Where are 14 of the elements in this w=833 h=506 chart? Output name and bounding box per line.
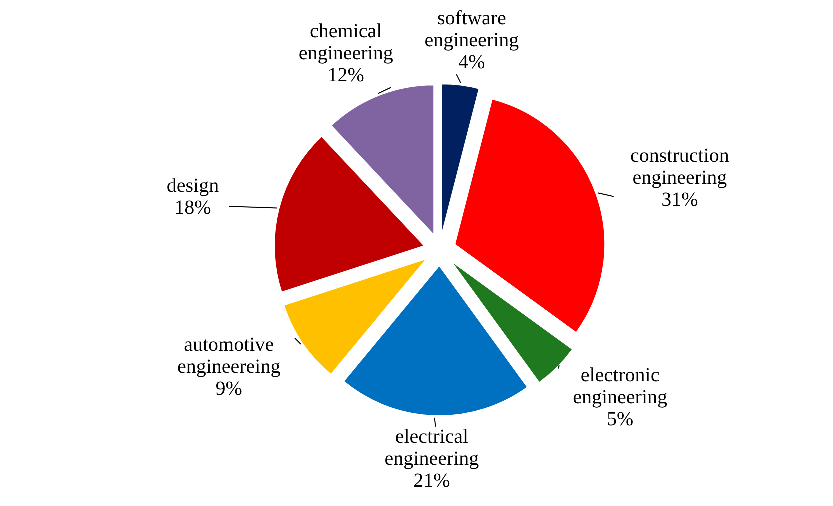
data-label: 12% <box>328 64 364 87</box>
data-label: 18% <box>174 196 212 219</box>
slice-label: electronic engineering <box>573 364 668 408</box>
slice-label: construction engineering <box>630 144 730 189</box>
data-label: 21% <box>414 470 450 492</box>
data-label: 9% <box>216 378 242 400</box>
data-label: 5% <box>606 408 634 430</box>
slice-label: software engineering <box>424 8 520 52</box>
slice-label: automotive engineereing <box>177 334 281 378</box>
data-label: 4% <box>458 52 486 74</box>
slice-label: electrical engineering <box>384 426 480 470</box>
slice-label: design <box>166 174 220 197</box>
data-label: 31% <box>662 188 698 211</box>
slice-label: chemical engineering <box>298 20 394 65</box>
